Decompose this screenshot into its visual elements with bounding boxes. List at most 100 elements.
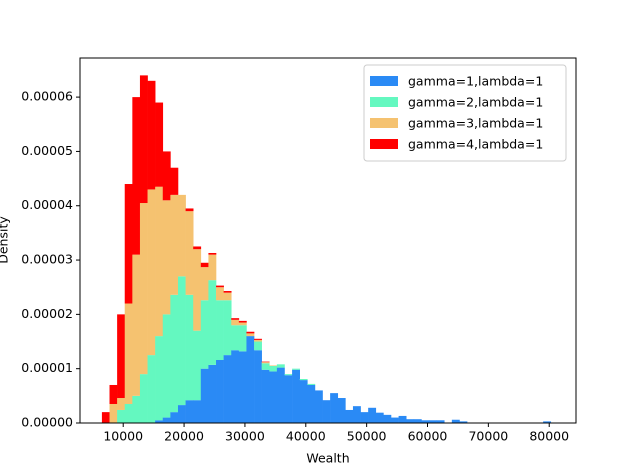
- bar-segment: [360, 412, 369, 423]
- bar-segment: [261, 363, 270, 370]
- bar-segment: [543, 421, 552, 423]
- bar-segment: [254, 341, 262, 351]
- bar-segment: [375, 412, 384, 423]
- bar-segment: [170, 167, 179, 195]
- bar-segment: [246, 333, 255, 337]
- x-tick-label: 80000: [529, 429, 569, 444]
- y-tick-label: 0.00001: [21, 360, 73, 375]
- bar-segment: [139, 374, 148, 423]
- bar-segment: [261, 361, 270, 363]
- x-tick-label: 40000: [286, 429, 326, 444]
- bar-segment: [269, 365, 278, 372]
- bar-segment: [117, 398, 126, 410]
- legend-swatch: [370, 97, 398, 107]
- bar-segment: [261, 369, 270, 423]
- bar-segment: [276, 364, 285, 368]
- x-tick-label: 30000: [225, 429, 265, 444]
- bar-segment: [193, 330, 202, 401]
- bar-segment: [139, 203, 148, 375]
- bar-segment: [223, 291, 232, 293]
- bar-segment: [185, 208, 194, 212]
- bar-segment: [238, 325, 247, 352]
- legend-label: gamma=3,lambda=1: [408, 116, 543, 131]
- bar-segment: [330, 393, 339, 423]
- y-tick-label: 0.00003: [21, 252, 73, 267]
- bar-segment: [337, 398, 346, 423]
- bar-segment: [390, 417, 399, 423]
- bar-segment: [216, 359, 224, 423]
- bar-segment: [162, 314, 171, 418]
- bar-segment: [185, 294, 194, 401]
- x-tick-label: 60000: [408, 429, 448, 444]
- bar-segment: [147, 189, 156, 356]
- bar-segment: [208, 364, 217, 423]
- bar-segment: [299, 379, 308, 381]
- y-tick-label: 0.00006: [21, 89, 73, 104]
- bar-segment: [254, 339, 262, 342]
- bar-segment: [383, 414, 392, 423]
- bar-segment: [223, 292, 232, 301]
- legend-swatch: [370, 118, 398, 128]
- legend-swatch: [370, 139, 398, 149]
- bar-segment: [216, 285, 224, 288]
- bar-segment: [117, 314, 126, 399]
- bar-segment: [200, 300, 209, 369]
- bar-segment: [132, 97, 141, 255]
- bar-segment: [170, 194, 179, 295]
- bar-segment: [292, 368, 301, 370]
- bar-segment: [155, 186, 164, 337]
- bar-segment: [193, 246, 202, 250]
- bar-segment: [124, 184, 133, 304]
- bar-segment: [238, 320, 247, 323]
- bar-segment: [170, 294, 179, 413]
- bar-segment: [139, 75, 148, 204]
- bar-segment: [208, 280, 217, 365]
- bar-segment: [231, 325, 240, 351]
- bar-segment: [200, 262, 209, 268]
- bar-segment: [421, 420, 430, 423]
- bar-segment: [162, 417, 171, 423]
- bar-segment: [193, 400, 202, 423]
- bar-segment: [185, 211, 194, 295]
- y-tick-label: 0.00005: [21, 143, 73, 158]
- bar-segment: [451, 419, 460, 423]
- bar-segment: [429, 420, 437, 423]
- x-tick-label: 10000: [103, 429, 143, 444]
- bar-segment: [132, 254, 141, 396]
- bar-segment: [177, 194, 186, 277]
- bar-segment: [177, 405, 186, 423]
- bar-segment: [307, 383, 316, 385]
- bar-segment: [261, 362, 270, 364]
- bar-segment: [177, 276, 186, 406]
- bar-segment: [314, 390, 323, 423]
- x-tick-label: 70000: [468, 429, 508, 444]
- bar-segment: [109, 403, 118, 423]
- bar-segment: [162, 200, 171, 315]
- bar-segment: [238, 322, 247, 326]
- bar-segment: [406, 419, 415, 423]
- bar-segment: [436, 420, 445, 423]
- bar-segment: [254, 350, 262, 423]
- bar-segment: [276, 367, 285, 423]
- bar-segment: [269, 371, 278, 423]
- bar-segment: [398, 415, 407, 423]
- bar-segment: [231, 318, 240, 320]
- bar-segment: [284, 375, 293, 423]
- bar-segment: [223, 300, 232, 356]
- bar-segment: [208, 252, 217, 255]
- bar-segment: [322, 400, 331, 423]
- bar-segment: [223, 355, 232, 423]
- bar-segment: [200, 267, 209, 301]
- y-tick-label: 0.00004: [21, 197, 73, 212]
- bar-segment: [101, 412, 110, 423]
- legend: gamma=1,lambda=1 gamma=2,lambda=1 gamma=3,…: [363, 64, 567, 162]
- bar-segment: [185, 400, 194, 423]
- bar-segment: [231, 350, 240, 423]
- bar-segment: [254, 338, 262, 340]
- bar-segment: [155, 102, 164, 187]
- bar-segment: [155, 336, 164, 421]
- bar-segment: [299, 380, 308, 423]
- bar-segment: [132, 395, 141, 423]
- y-tick-label: 0.00002: [21, 306, 73, 321]
- plot-frame: [79, 57, 577, 424]
